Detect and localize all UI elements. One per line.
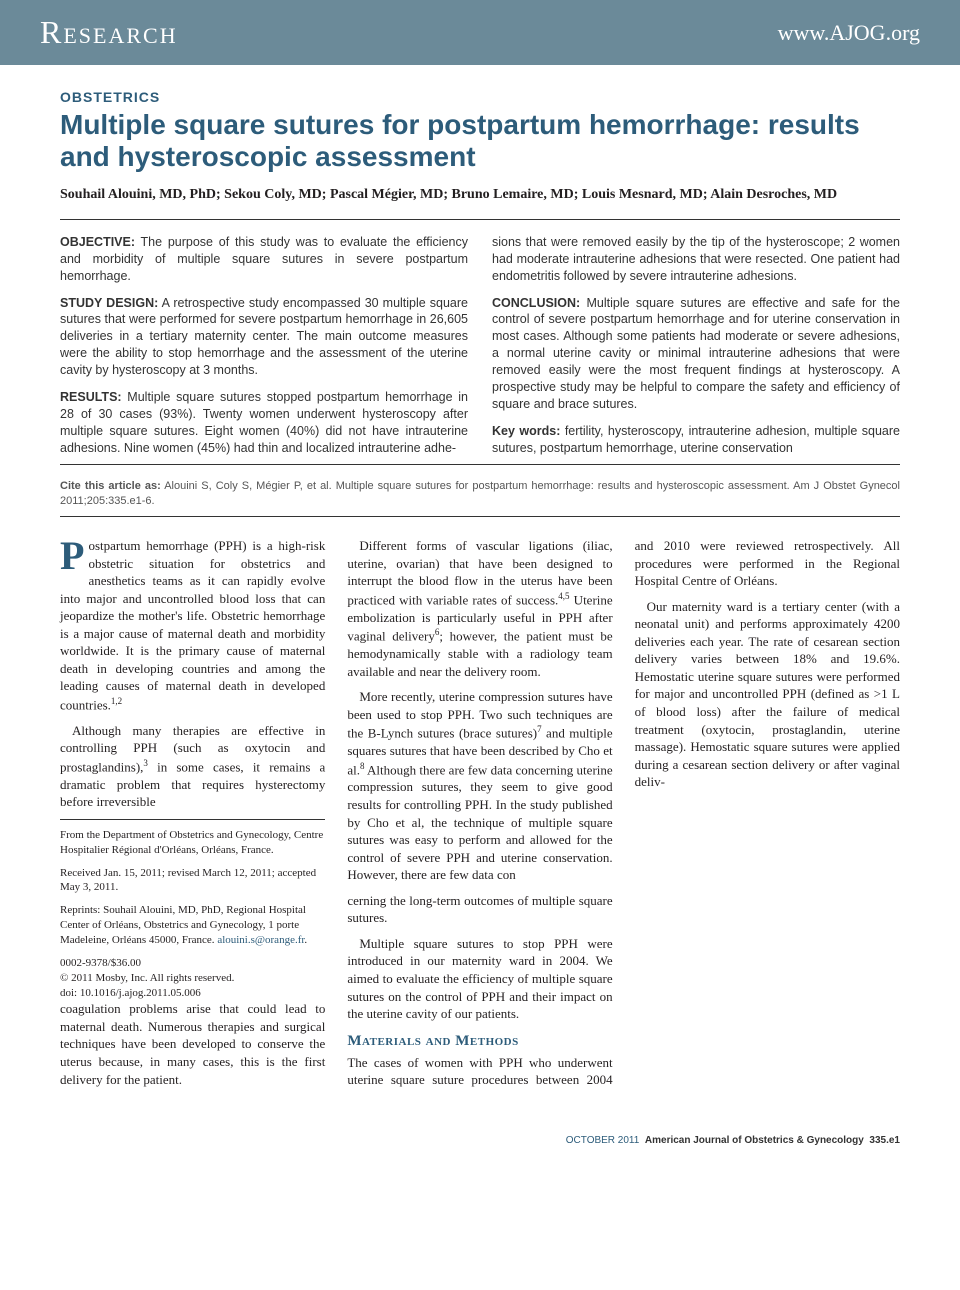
page-content: OBSTETRICS Multiple square sutures for p…: [0, 65, 960, 1125]
abstract-objective: OBJECTIVE: The purpose of this study was…: [60, 234, 468, 285]
keywords-label: Key words:: [492, 424, 560, 438]
affiliation-reprints: Reprints: Souhail Alouini, MD, PhD, Regi…: [60, 903, 325, 948]
body-p1: Postpartum hemorrhage (PPH) is a high-ri…: [60, 537, 325, 714]
body-p2: Although many therapies are effective in…: [60, 722, 325, 811]
divider: [60, 516, 900, 517]
article-body: Postpartum hemorrhage (PPH) is a high-ri…: [60, 537, 900, 1105]
affiliation-from: From the Department of Obstetrics and Gy…: [60, 828, 325, 858]
copyright: © 2011 Mosby, Inc. All rights reserved.: [60, 972, 234, 984]
abstract-design: STUDY DESIGN: A retrospective study enco…: [60, 295, 468, 379]
citation-line: Cite this article as: Alouini S, Coly S,…: [60, 479, 900, 508]
doi: doi: 10.1016/j.ajog.2011.05.006: [60, 987, 201, 999]
abstract-keywords: Key words: fertility, hysteroscopy, intr…: [492, 423, 900, 457]
body-p7: Multiple square sutures to stop PPH were…: [347, 935, 612, 1023]
footer-month: OCTOBER 2011: [566, 1135, 640, 1146]
contact-email[interactable]: alouini.s@orange.fr: [217, 934, 304, 946]
methods-p2: Our maternity ward is a tertiary center …: [635, 598, 900, 791]
abstract-conclusion: CONCLUSION: Multiple square sutures are …: [492, 295, 900, 413]
affiliation-block: From the Department of Obstetrics and Gy…: [60, 819, 325, 1000]
citation-text: Alouini S, Coly S, Mégier P, et al. Mult…: [60, 480, 900, 506]
ref-4-5: 4,5: [558, 591, 569, 601]
article-title: Multiple square sutures for postpartum h…: [60, 109, 900, 173]
body-p4: Different forms of vascular ligations (i…: [347, 537, 612, 680]
body-p3: coagulation problems arise that could le…: [60, 1000, 325, 1088]
abstract-results-left: RESULTS: Multiple square sutures stopped…: [60, 389, 468, 457]
results-text-left: Multiple square sutures stopped postpart…: [60, 390, 468, 455]
p1-text: ostpartum hemorrhage (PPH) is a high-ris…: [60, 538, 325, 712]
body-p6: cerning the long-term outcomes of multip…: [347, 892, 612, 927]
issn: 0002-9378/$36.00: [60, 957, 141, 969]
header-website: www.AJOG.org: [778, 20, 920, 46]
abstract-block: OBJECTIVE: The purpose of this study was…: [60, 234, 900, 457]
footer-page: 335.e1: [869, 1135, 900, 1146]
citation-label: Cite this article as:: [60, 480, 161, 492]
affiliation-legal: 0002-9378/$36.00 © 2011 Mosby, Inc. All …: [60, 956, 325, 1001]
abstract-results-right: sions that were removed easily by the ti…: [492, 234, 900, 285]
article-authors: Souhail Alouini, MD, PhD; Sekou Coly, MD…: [60, 185, 900, 205]
abstract-col-right: sions that were removed easily by the ti…: [492, 234, 900, 457]
affiliation-dates: Received Jan. 15, 2011; revised March 12…: [60, 866, 325, 896]
divider: [60, 464, 900, 465]
p5c-text: Although there are few data concerning u…: [347, 762, 612, 882]
body-p5: More recently, uterine compression sutur…: [347, 688, 612, 884]
abstract-col-left: OBJECTIVE: The purpose of this study was…: [60, 234, 468, 457]
divider: [60, 219, 900, 220]
footer-journal: American Journal of Obstetrics & Gynecol…: [645, 1135, 864, 1146]
page-footer: OCTOBER 2011 American Journal of Obstetr…: [0, 1125, 960, 1164]
conclusion-text: Multiple square sutures are effective an…: [492, 296, 900, 411]
objective-label: OBJECTIVE:: [60, 235, 135, 249]
ref-1-2: 1,2: [111, 696, 122, 706]
design-label: STUDY DESIGN:: [60, 296, 158, 310]
results-text-right: sions that were removed easily by the ti…: [492, 235, 900, 283]
article-category: OBSTETRICS: [60, 89, 900, 105]
header-section-label: Research: [40, 14, 178, 51]
methods-heading: Materials and Methods: [347, 1031, 612, 1051]
dropcap: P: [60, 537, 88, 573]
header-bar: Research www.AJOG.org: [0, 0, 960, 65]
results-label: RESULTS:: [60, 390, 122, 404]
conclusion-label: CONCLUSION:: [492, 296, 580, 310]
